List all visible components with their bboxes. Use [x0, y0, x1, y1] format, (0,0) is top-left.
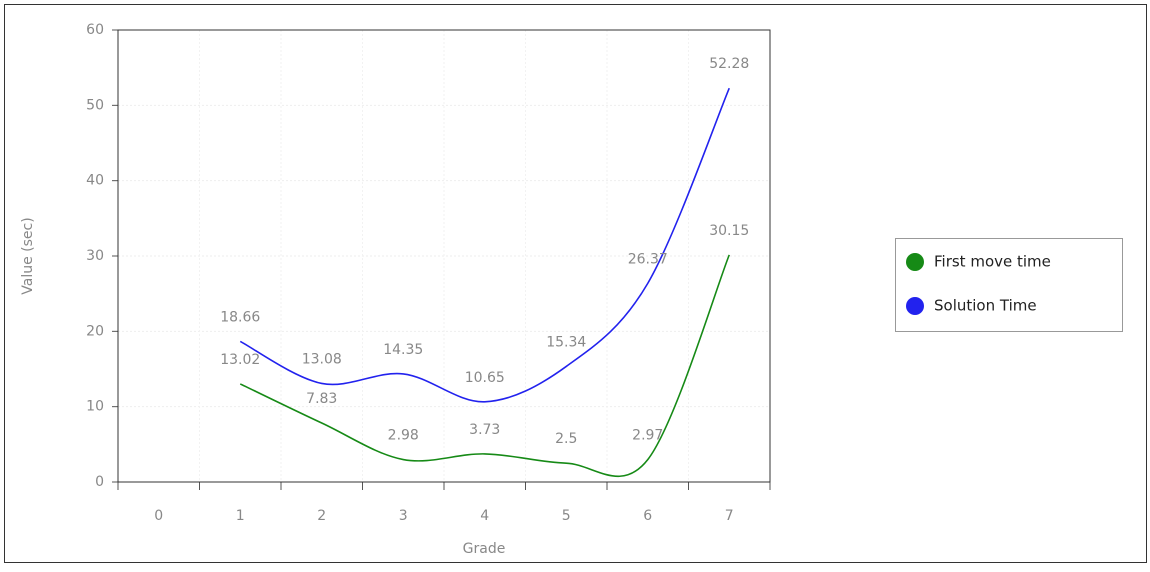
plot-area — [117, 29, 771, 483]
x-tick-label: 7 — [725, 508, 734, 524]
x-tick-label: 4 — [480, 508, 489, 524]
value-label: 18.66 — [220, 309, 260, 325]
y-tick-label: 10 — [86, 399, 104, 415]
value-label: 26.37 — [628, 251, 668, 267]
x-tick-label: 0 — [154, 508, 163, 524]
value-label: 30.15 — [709, 223, 749, 239]
y-axis-title: Value (sec) — [20, 217, 36, 294]
value-label: 13.02 — [220, 352, 260, 368]
x-tick-label: 1 — [236, 508, 245, 524]
value-label: 13.08 — [302, 351, 342, 367]
x-tick-label: 2 — [317, 508, 326, 524]
x-axis-title: Grade — [463, 541, 506, 557]
value-label: 15.34 — [546, 334, 586, 350]
series-line — [239, 87, 730, 403]
legend-box — [895, 238, 1123, 332]
value-label: 2.98 — [388, 428, 419, 444]
value-label: 2.97 — [632, 428, 663, 444]
y-tick-label: 40 — [86, 173, 104, 189]
y-tick-label: 0 — [95, 474, 104, 490]
legend-label: First move time — [934, 253, 1051, 271]
value-label: 10.65 — [465, 370, 505, 386]
y-tick-label: 60 — [86, 22, 104, 38]
y-tick-label: 30 — [86, 248, 104, 264]
legend-marker — [906, 253, 924, 271]
x-tick-label: 5 — [562, 508, 571, 524]
value-label: 14.35 — [383, 342, 423, 358]
series-line — [239, 254, 730, 478]
legend-marker — [906, 297, 924, 315]
y-tick-label: 50 — [86, 97, 104, 113]
x-tick-label: 6 — [643, 508, 652, 524]
y-tick-label: 20 — [86, 323, 104, 339]
legend-label: Solution Time — [934, 297, 1037, 315]
value-label: 3.73 — [469, 422, 500, 438]
value-label: 7.83 — [306, 391, 337, 407]
value-label: 52.28 — [709, 56, 749, 72]
value-label: 2.5 — [555, 431, 577, 447]
x-tick-label: 3 — [399, 508, 408, 524]
